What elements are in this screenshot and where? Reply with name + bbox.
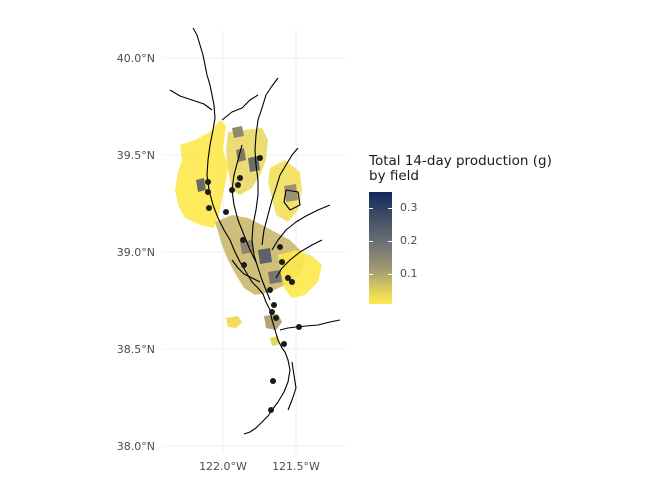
station-marker xyxy=(235,182,241,188)
colorbar-tick-label: 0.1 xyxy=(400,267,418,280)
station-marker xyxy=(257,155,263,161)
field-region-west xyxy=(175,120,228,228)
station-marker xyxy=(223,209,229,215)
field-patch-high-7 xyxy=(284,184,298,202)
station-markers xyxy=(205,155,302,413)
east-tributary-1 xyxy=(261,147,299,246)
station-marker xyxy=(229,187,235,193)
station-marker xyxy=(205,189,211,195)
station-marker xyxy=(285,275,291,281)
lat-tick-label: 38.0°N xyxy=(117,440,155,453)
station-marker xyxy=(269,309,275,315)
lon-tick-label: 121.5°W xyxy=(272,460,320,473)
station-marker xyxy=(271,302,277,308)
station-marker xyxy=(267,287,273,293)
latitude-axis: 40.0°N 39.5°N 39.0°N 38.5°N 38.0°N xyxy=(117,52,155,453)
colorbar-tick-label: 0.3 xyxy=(400,201,418,214)
field-polygons xyxy=(175,120,322,346)
field-cluster-small-1 xyxy=(226,316,242,328)
station-marker xyxy=(289,279,295,285)
field-patch-high-5 xyxy=(232,126,244,138)
lat-tick-label: 40.0°N xyxy=(117,52,155,65)
legend-body: 0.3 0.2 0.1 xyxy=(369,192,569,304)
lat-tick-label: 39.5°N xyxy=(117,149,155,162)
legend-colorbar xyxy=(369,192,392,304)
field-patch-high-2 xyxy=(248,156,260,172)
station-marker xyxy=(281,341,287,347)
lat-tick-label: 39.0°N xyxy=(117,246,155,259)
station-marker xyxy=(277,244,283,250)
american-river xyxy=(279,319,341,331)
station-marker xyxy=(205,179,211,185)
station-marker xyxy=(270,378,276,384)
legend-title-line-2: by field xyxy=(369,168,419,184)
station-marker xyxy=(296,324,302,330)
feather-river xyxy=(251,77,279,301)
station-marker xyxy=(279,259,285,265)
mokelumne-channel xyxy=(287,361,297,411)
station-marker xyxy=(237,175,243,181)
river-network xyxy=(169,27,341,435)
lat-tick-label: 38.5°N xyxy=(117,343,155,356)
cache-creek xyxy=(221,94,259,121)
lon-tick-label: 122.0°W xyxy=(199,460,247,473)
station-marker xyxy=(273,315,279,321)
canal-loop xyxy=(283,189,301,211)
sacramento-river xyxy=(192,27,291,435)
west-tributary xyxy=(169,89,213,111)
field-patch-high-4 xyxy=(258,248,272,264)
longitude-axis: 122.0°W 121.5°W xyxy=(199,460,320,473)
butte-slough xyxy=(231,144,257,263)
legend-title-line-1: Total 14-day production (g) xyxy=(369,153,552,169)
canal-west xyxy=(231,259,261,283)
colorbar-tick-label: 0.2 xyxy=(400,234,418,247)
station-marker xyxy=(206,205,212,211)
station-marker xyxy=(241,262,247,268)
field-region-south xyxy=(278,250,322,298)
field-patch-high-8 xyxy=(196,178,206,192)
production-legend: Total 14-day production (g) by field 0.3… xyxy=(369,154,569,304)
station-marker xyxy=(240,237,246,243)
east-tributary-3 xyxy=(275,239,323,279)
east-tributary-2 xyxy=(271,204,331,251)
station-marker xyxy=(268,407,274,413)
